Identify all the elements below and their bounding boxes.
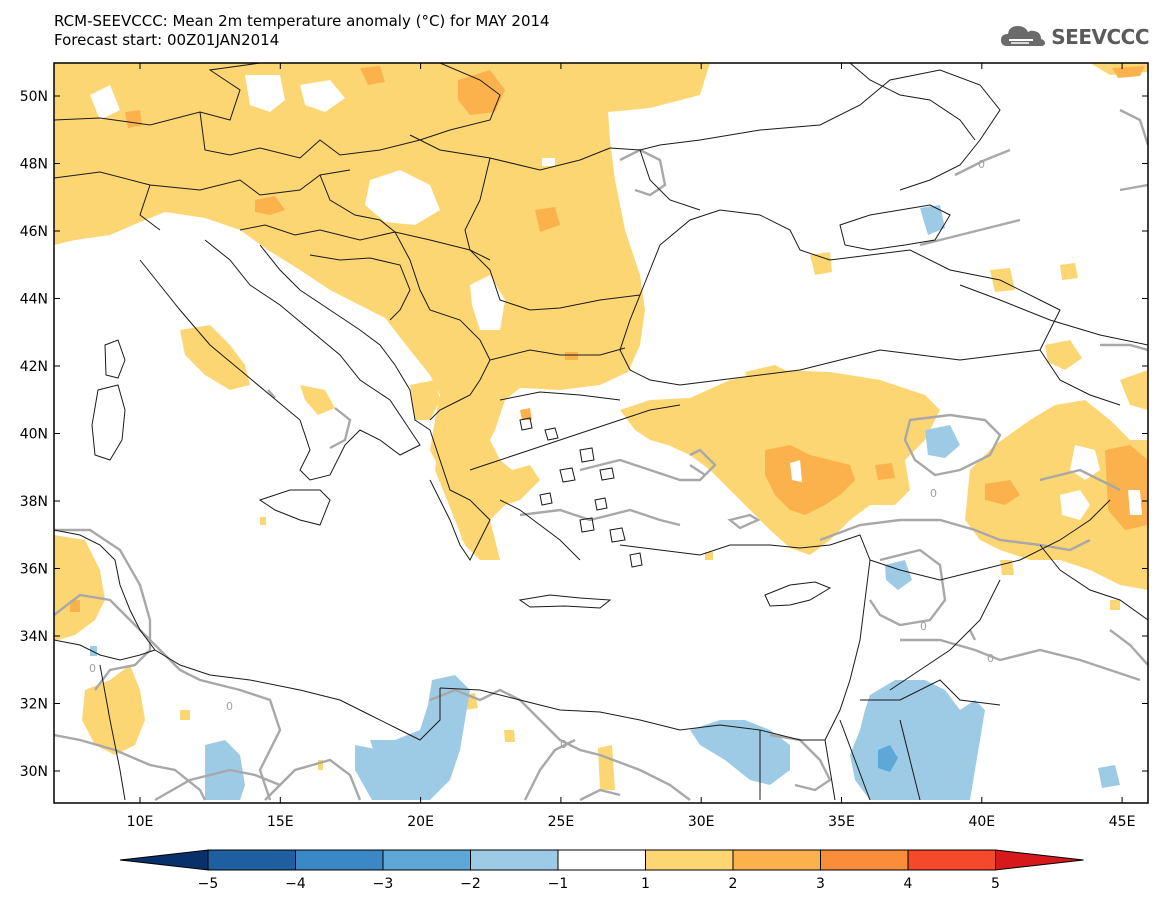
colorbar-tick-label: −3 [373, 876, 394, 892]
lat-label: 40N [20, 427, 48, 443]
colorbar-segment [732, 849, 821, 871]
warm-anomaly-1-2 [54, 63, 1148, 790]
colorbar-tick-label: −2 [460, 876, 481, 892]
lon-label: 25E [548, 814, 575, 830]
colorbar-tick-label: −5 [198, 876, 219, 892]
colorbar-extend-low [119, 849, 209, 871]
colorbar-tick-label: −1 [548, 876, 569, 892]
contour-label: 0 [987, 652, 994, 665]
lat-label: 32N [20, 697, 48, 713]
longitude-axis: 10E 15E 20E 25E 30E 35E 40E 45E [127, 63, 1136, 830]
colorbar-segment [470, 849, 559, 871]
title-line-2: Forecast start: 00Z01JAN2014 [54, 31, 280, 49]
colorbar: −5 −4 −3 −2 −1 1 2 3 4 5 [119, 849, 1084, 892]
lat-label: 36N [20, 562, 48, 578]
aegean-islands [519, 417, 643, 568]
warm-anomaly-3-4 [790, 460, 1142, 515]
warm-anomaly-2-3 [70, 66, 1148, 612]
colorbar-tick-label: 3 [816, 876, 825, 892]
colorbar-segment [557, 849, 646, 871]
lon-label: 45E [1109, 814, 1136, 830]
map-title: RCM-SEEVCCC: Mean 2m temperature anomaly… [54, 12, 550, 50]
contour-label: 0 [930, 487, 937, 500]
contour-label: 0 [89, 662, 96, 675]
contour-label: 0 [226, 700, 233, 713]
lat-label: 46N [20, 224, 48, 240]
lat-label: 48N [20, 157, 48, 173]
cold-anomaly [90, 205, 1120, 800]
colorbar-segment [907, 849, 996, 871]
colorbar-segment [645, 849, 734, 871]
colorbar-extend-high [995, 849, 1084, 871]
colorbar-segment [820, 849, 909, 871]
zero-contours [54, 108, 1148, 802]
latitude-axis: 50N 48N 46N 44N 42N 40N 38N 36N 34N 32N 30N [20, 89, 1148, 780]
lat-label: 44N [20, 292, 48, 308]
lon-label: 35E [828, 814, 855, 830]
lon-label: 20E [407, 814, 434, 830]
map-frame [53, 62, 1149, 804]
lat-label: 38N [20, 494, 48, 510]
lat-label: 30N [20, 764, 48, 780]
lon-label: 10E [127, 814, 154, 830]
colorbar-tick-label: 5 [991, 876, 1000, 892]
colorbar-tick-label: 4 [904, 876, 913, 892]
title-line-1: RCM-SEEVCCC: Mean 2m temperature anomaly… [54, 12, 550, 30]
near-zero-holes [90, 75, 1100, 520]
contour-label: 0 [920, 620, 927, 633]
colorbar-segment [382, 849, 471, 871]
logo-text: SEEVCCC [1051, 25, 1149, 49]
coastlines-borders [54, 63, 1148, 801]
colorbar-segment [295, 849, 384, 871]
contour-label: 0 [978, 158, 985, 171]
colorbar-tick-label: 2 [729, 876, 738, 892]
seevccc-logo: SEEVCCC [999, 22, 1149, 52]
lat-label: 42N [20, 359, 48, 375]
lat-label: 50N [20, 89, 48, 105]
contour-label: 0 [560, 738, 567, 751]
lat-label: 34N [20, 629, 48, 645]
colorbar-segment [207, 849, 296, 871]
lon-label: 40E [968, 814, 995, 830]
colorbar-tick-label: −4 [285, 876, 306, 892]
cloud-icon [1001, 26, 1046, 46]
cold-anomaly-2-3 [878, 745, 898, 772]
lon-label: 15E [267, 814, 294, 830]
colorbar-tick-label: 1 [641, 876, 650, 892]
lon-label: 30E [688, 814, 715, 830]
contour-labels: 0 0 0 0 0 0 0 [89, 158, 994, 751]
map-plot: 0 0 0 0 0 0 0 [54, 63, 1148, 803]
